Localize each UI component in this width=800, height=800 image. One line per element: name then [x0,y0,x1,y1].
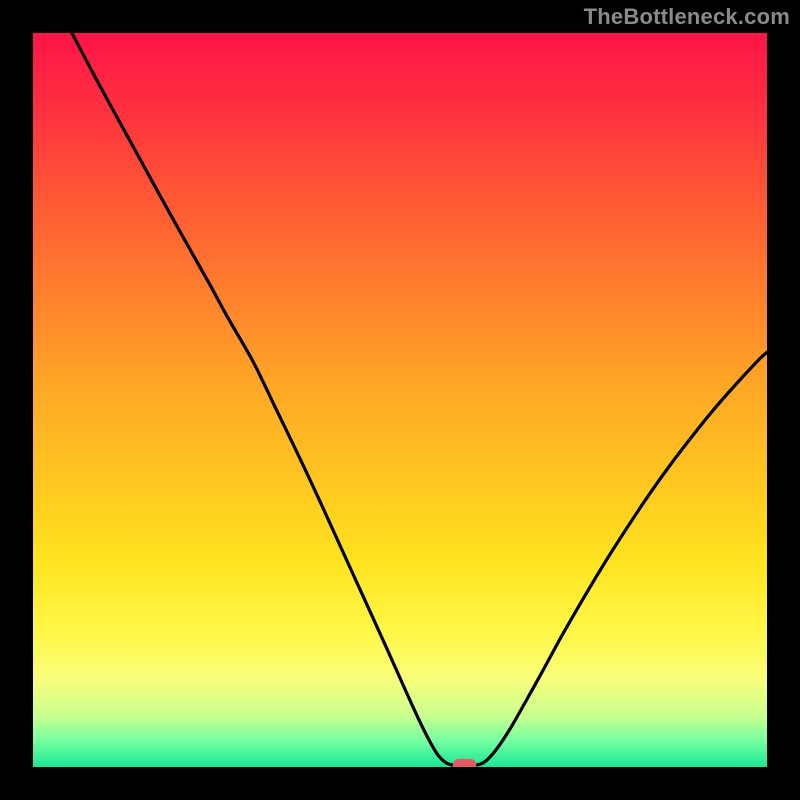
watermark-text: TheBottleneck.com [584,4,790,30]
bottleneck-curve-chart [0,0,800,800]
chart-canvas: TheBottleneck.com [0,0,800,800]
heatmap-background [33,33,767,767]
optimal-marker [453,759,476,771]
